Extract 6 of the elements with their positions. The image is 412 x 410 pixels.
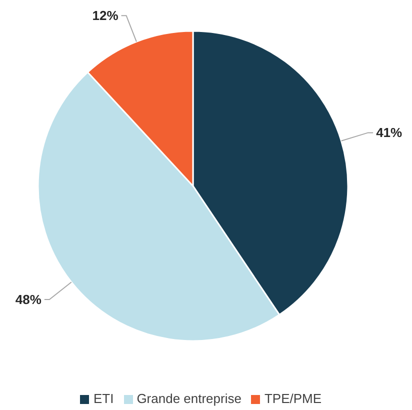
data-label: 41%	[376, 125, 403, 140]
legend-label: Grande entreprise	[136, 391, 242, 406]
legend-label: TPE/PME	[264, 391, 322, 406]
legend-label: ETI	[93, 391, 114, 406]
data-label: 12%	[92, 8, 119, 24]
data-label: 48%	[15, 292, 42, 307]
